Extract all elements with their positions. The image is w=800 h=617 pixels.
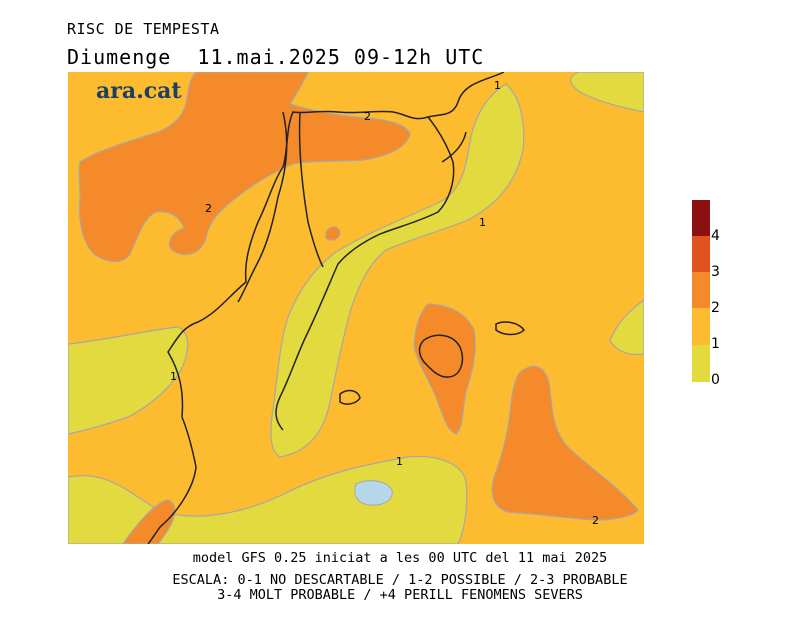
ibiza-outline [339, 389, 361, 405]
legend-label: 3 [711, 264, 720, 280]
risk-area-level-2-3-northwest [78, 72, 411, 263]
risk-legend-colorbar [692, 200, 710, 382]
risk-area-level-0-1-east [609, 299, 644, 356]
risk-area-level-0-1-west [68, 326, 189, 435]
legend-swatch-level-3-4 [692, 236, 710, 272]
legend-swatch-level-1-2 [692, 308, 710, 345]
risk-area-level-0-1-central [270, 83, 525, 458]
risk-scale-caption-line-2: 3-4 MOLT PROBABLE / +4 PERILL FENOMENS S… [217, 587, 583, 603]
storm-risk-map: 1 2 2 1 1 1 2 [68, 72, 644, 544]
risk-area-level-2-3-southeast [491, 366, 639, 521]
legend-label: 4 [711, 228, 720, 244]
contour-label: 2 [205, 202, 212, 215]
coastline-and-borders [147, 72, 525, 544]
risk-scale-caption-line-1: ESCALA: 0-1 NO DESCARTABLE / 1-2 POSSIBL… [172, 572, 628, 588]
contour-label: 1 [396, 455, 403, 468]
chart-title: RISC DE TEMPESTA [67, 20, 220, 38]
contour-label: 2 [364, 110, 371, 123]
legend-swatch-level-0-1 [692, 345, 710, 382]
lake [354, 480, 393, 506]
model-info-caption: model GFS 0.25 iniciat a les 00 UTC del … [192, 550, 608, 566]
contour-label: 1 [479, 216, 486, 229]
legend-label: 1 [711, 336, 720, 352]
legend-label: 2 [711, 300, 720, 316]
legend-swatch-level-4-plus [692, 200, 710, 236]
ara-cat-logo: ara.cat [96, 78, 182, 104]
contour-label: 1 [494, 79, 501, 92]
contour-label: 2 [592, 514, 599, 527]
legend-label: 0 [711, 372, 720, 388]
contour-label: 1 [170, 370, 177, 383]
risk-area-level-2-3-small-north [325, 226, 341, 241]
menorca-outline [495, 321, 525, 336]
legend-swatch-level-2-3 [692, 272, 710, 308]
risk-area-level-0-1-northeast [570, 72, 644, 113]
mallorca-outline [418, 334, 464, 378]
forecast-date-subtitle: Diumenge 11.mai.2025 09-12h UTC [67, 45, 485, 69]
